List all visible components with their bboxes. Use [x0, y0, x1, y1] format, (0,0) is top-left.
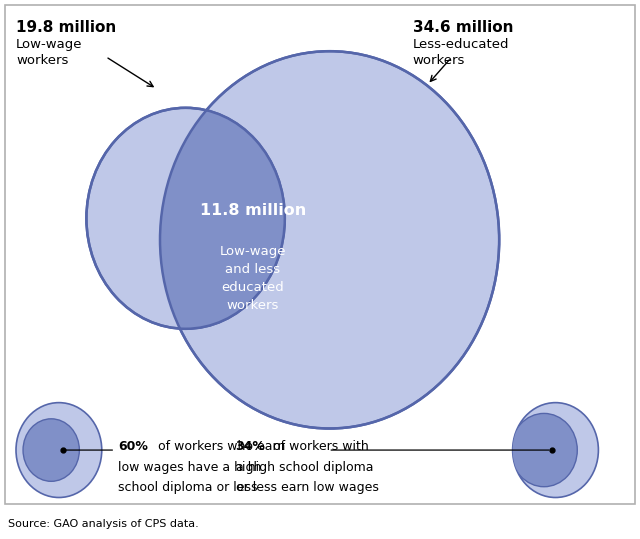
Ellipse shape	[86, 108, 285, 329]
Text: 34%: 34%	[236, 440, 266, 453]
Text: Low-wage
and less
educated
workers: Low-wage and less educated workers	[220, 245, 286, 312]
Ellipse shape	[16, 403, 102, 497]
Text: or less earn low wages: or less earn low wages	[236, 481, 378, 494]
Ellipse shape	[160, 51, 499, 429]
Ellipse shape	[86, 108, 285, 329]
Text: Low-wage
workers: Low-wage workers	[16, 38, 83, 67]
Text: 19.8 million: 19.8 million	[16, 20, 116, 35]
Text: Source: GAO analysis of CPS data.: Source: GAO analysis of CPS data.	[8, 519, 198, 529]
Text: Less-educated
workers: Less-educated workers	[413, 38, 509, 67]
Text: school diploma or less: school diploma or less	[118, 481, 258, 494]
Text: 11.8 million: 11.8 million	[200, 203, 306, 218]
Text: low wages have a high: low wages have a high	[118, 461, 262, 474]
Ellipse shape	[511, 413, 577, 487]
Text: a high school diploma: a high school diploma	[236, 461, 373, 474]
Text: of workers who earn: of workers who earn	[154, 440, 285, 453]
Text: 60%: 60%	[118, 440, 148, 453]
Ellipse shape	[513, 403, 598, 497]
FancyBboxPatch shape	[5, 5, 635, 504]
Text: of workers with: of workers with	[269, 440, 369, 453]
Text: 34.6 million: 34.6 million	[413, 20, 513, 35]
Ellipse shape	[23, 419, 79, 481]
